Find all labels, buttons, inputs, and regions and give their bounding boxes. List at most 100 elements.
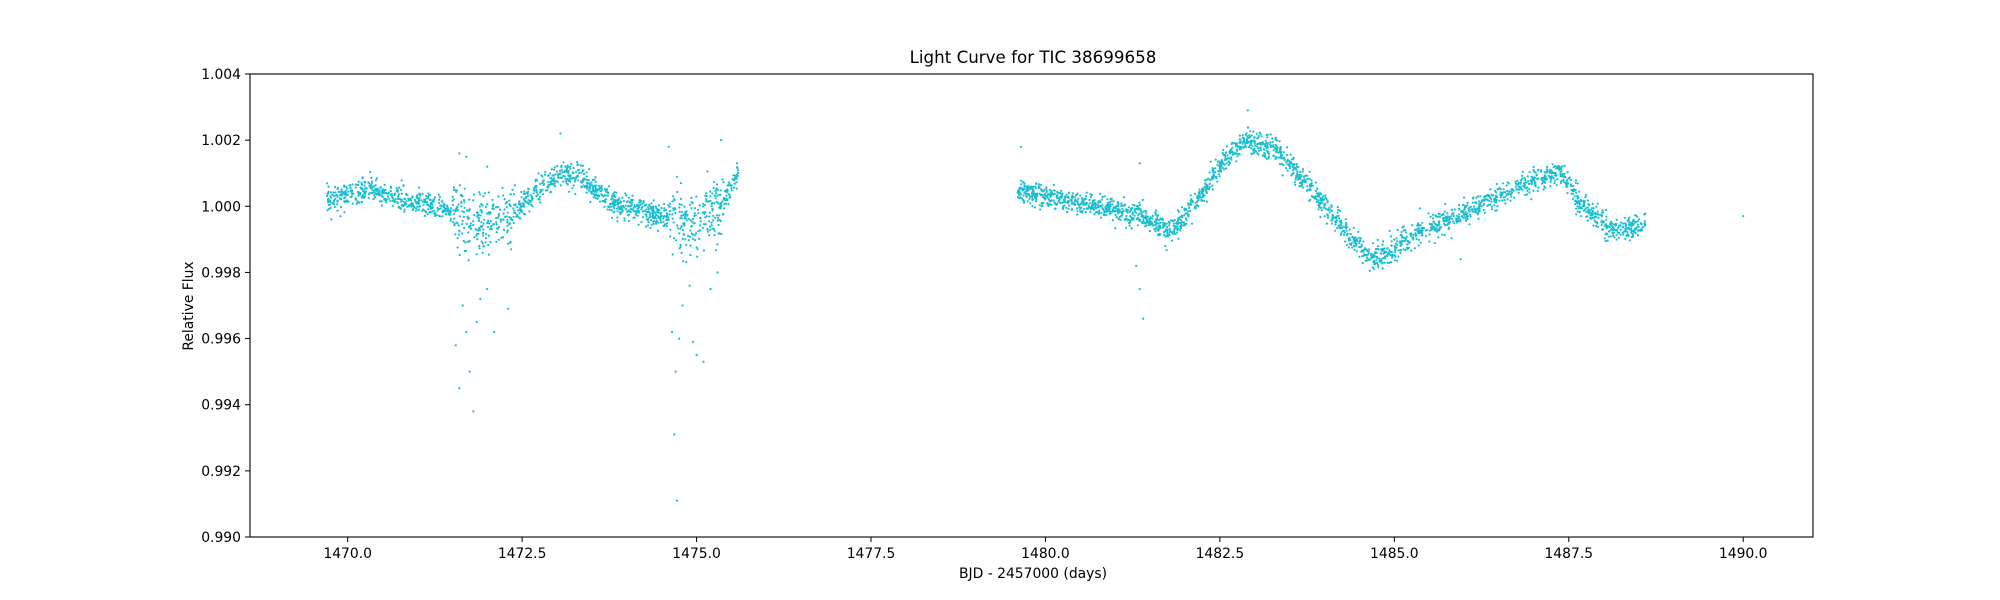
data-point (509, 193, 512, 196)
data-point (1426, 228, 1429, 231)
data-point (1133, 214, 1136, 217)
data-point (1318, 195, 1321, 198)
data-point (1253, 152, 1256, 155)
data-point (1353, 248, 1356, 251)
data-point (357, 180, 360, 183)
data-point (572, 184, 575, 187)
data-point (1176, 209, 1180, 212)
data-point (424, 200, 427, 204)
data-point (447, 213, 450, 216)
data-point (1230, 148, 1233, 151)
data-point (679, 197, 683, 200)
data-point-outlier (465, 155, 468, 158)
data-point (485, 212, 488, 215)
data-point (1475, 202, 1478, 205)
data-point (1135, 211, 1138, 214)
data-point (384, 188, 387, 192)
data-point (1318, 205, 1321, 209)
data-point (452, 198, 455, 201)
data-point (1417, 244, 1420, 247)
data-point (1390, 256, 1394, 259)
data-point (1466, 201, 1469, 204)
x-tick-label: 1482.5 (1196, 546, 1245, 562)
data-point (429, 193, 432, 196)
data-point (1177, 216, 1181, 219)
data-point (1578, 190, 1581, 193)
data-point (1168, 224, 1171, 227)
data-point (547, 181, 550, 184)
data-point (1215, 177, 1218, 180)
data-point (1385, 250, 1388, 253)
data-point (1097, 211, 1100, 214)
data-point (1118, 209, 1121, 212)
data-point (516, 213, 519, 217)
data-point (1189, 199, 1192, 202)
data-point (1528, 191, 1531, 194)
data-point (1057, 200, 1060, 203)
data-point (1089, 210, 1092, 213)
data-point (1279, 148, 1282, 151)
data-point (1216, 163, 1219, 166)
data-point (1236, 155, 1239, 158)
data-point (491, 207, 494, 210)
data-point (697, 212, 700, 215)
data-point (408, 197, 411, 200)
data-point (1323, 204, 1326, 207)
data-point (1566, 171, 1569, 174)
data-point (1250, 134, 1253, 137)
data-point (583, 186, 586, 189)
data-point (1417, 238, 1420, 241)
data-point (691, 220, 694, 223)
data-point (537, 172, 540, 175)
data-point (541, 188, 544, 191)
data-point (461, 210, 464, 213)
data-point (437, 193, 440, 196)
data-point (1349, 233, 1352, 236)
data-point (477, 216, 480, 220)
data-point (1388, 261, 1391, 264)
data-point (1338, 220, 1341, 223)
data-point (1167, 220, 1170, 223)
data-point (397, 193, 400, 196)
data-point (1096, 203, 1099, 206)
data-point (336, 199, 339, 202)
data-point (1368, 269, 1371, 272)
data-point (726, 199, 729, 202)
data-point (1067, 196, 1070, 199)
data-point (1050, 203, 1053, 206)
data-point (1450, 208, 1453, 211)
data-point (1154, 211, 1157, 214)
data-point (1266, 145, 1269, 148)
data-point (1039, 194, 1042, 197)
data-point (1624, 237, 1627, 240)
data-point (1468, 223, 1471, 226)
data-point (1101, 206, 1104, 210)
data-point (1266, 142, 1270, 145)
data-point (1630, 230, 1633, 233)
data-point (1271, 141, 1274, 144)
data-point (1107, 203, 1110, 206)
data-point (1131, 211, 1134, 214)
data-point (1375, 259, 1378, 262)
data-point (1355, 239, 1358, 242)
data-point (339, 206, 343, 209)
data-point (1394, 255, 1397, 258)
data-point (1299, 170, 1302, 174)
data-point (1418, 229, 1422, 232)
data-point (1029, 202, 1032, 205)
data-point (1597, 216, 1600, 219)
data-point (1169, 219, 1172, 222)
data-point (1485, 198, 1489, 201)
data-point (1421, 221, 1424, 224)
data-point (1138, 201, 1141, 204)
data-point (402, 205, 405, 208)
data-point (620, 211, 623, 214)
data-point (1560, 170, 1563, 173)
data-point (732, 174, 735, 177)
data-point (527, 199, 530, 202)
data-point (397, 197, 400, 200)
data-point (1584, 207, 1587, 210)
data-point (1135, 218, 1139, 221)
data-point (604, 198, 608, 201)
data-point (1201, 187, 1204, 190)
